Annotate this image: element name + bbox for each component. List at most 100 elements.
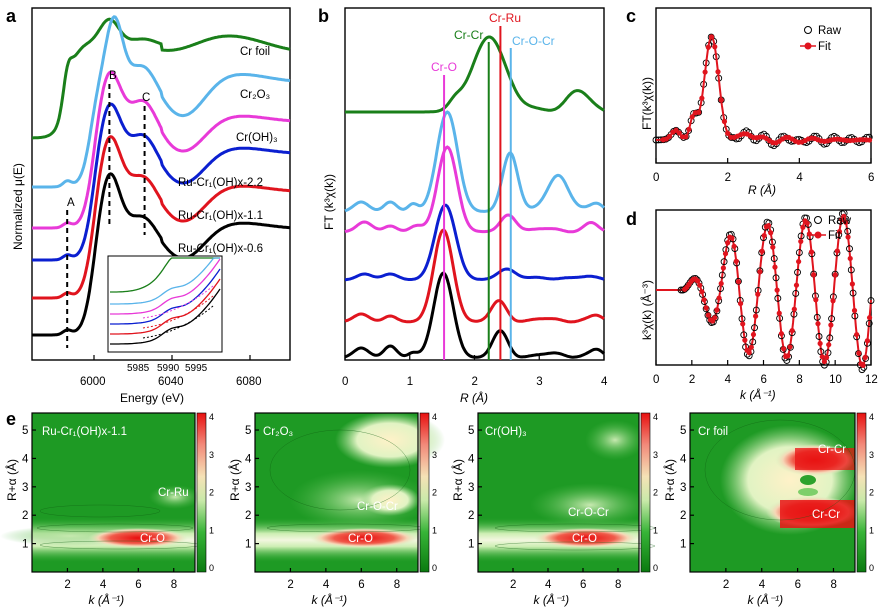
map-contour [36,523,194,533]
fit-point-d [694,278,701,284]
raw-point-d [846,245,853,253]
map-spot [798,488,818,496]
tick-label-d: 4 [725,374,732,386]
fit-point-d [742,337,748,343]
series-label-cr2o3: Cr₂O₃ [240,89,271,101]
inset-series-line-croh3 [110,258,221,315]
inset-series-line-ru22 [110,268,221,325]
inset-series-line-cr2o3 [110,257,220,305]
fit-point-d [733,258,739,264]
fit-point-d [849,281,855,287]
map-y-tick-label: 1 [468,539,474,551]
fit-point-d [787,344,793,350]
fit-point-d [705,312,711,318]
map-x-tick-label: 4 [323,579,330,591]
map-contour [269,429,411,511]
fit-point-d [815,321,821,327]
raw-point-d [813,313,821,321]
tick-label-a-6080: 6080 [236,376,262,388]
fit-point-d [785,353,791,359]
inset-series-line-ru11 [110,278,221,335]
map-x-tick-label: 8 [171,579,177,591]
colorbar-tick-label: 3 [432,450,437,460]
fit-point-d [737,300,744,307]
raw-point-d [749,338,757,346]
colorbar [419,412,430,573]
fit-point-c [689,114,695,120]
fit-point-d [854,331,860,338]
wavelet-map-ru-cr-oh-1-1: Ru-Cr₁(OH)x-1.1 Cr-Ru Cr-O [0,413,201,572]
map-x-tick-label: 6 [358,579,364,591]
panel-a-xanes: a A B C Cr foil Cr₂O₃ Cr(OH)₃ Ru-Cr₁(OH)… [6,6,291,405]
map-secondary-spot [149,485,201,509]
fit-point-d [847,255,853,262]
fit-point-d [819,354,825,360]
raw-point-d [794,268,801,276]
fit-point-d [843,219,849,225]
ft-series-line-ru22 [344,203,605,282]
raw-point-d [849,289,857,297]
legend-raw-marker-d [814,216,822,224]
colorbar-tick-label: 3 [209,450,214,460]
xanes-series-line-croh3 [32,70,291,230]
raw-point-d [720,258,728,266]
fit-point-d [798,238,804,245]
panel-b-ylabel: FT (k³χ(k)) [322,174,336,230]
panel-a-curves [32,15,291,337]
colorbar-tick-label: 0 [209,563,214,573]
fit-point-c [715,69,721,75]
map-title: Cr₂O₃ [263,426,294,438]
fit-point-c [676,130,682,136]
fit-point-c [718,97,724,103]
fit-point-d [774,287,780,293]
fit-point-c [699,95,705,101]
map-y-tick-label: 4 [680,453,687,465]
map-contour [494,523,656,533]
map-x-tick-label: 6 [795,579,801,591]
fit-point-d [753,313,759,319]
map-x-tick-label: 8 [394,579,400,591]
colorbar-tick-label: 1 [653,525,658,535]
map-annotation-cr-cr-low: Cr-Cr [812,509,840,521]
map-frame [477,412,640,573]
fit-point-d [772,264,778,270]
map-frame [254,412,419,573]
map-xlabel: k (Å⁻¹) [748,592,784,607]
tick-label-a-6000: 6000 [80,376,106,388]
map-y-tick-label: 1 [245,539,251,551]
panel-c-label: c [626,6,636,26]
fit-point-d [806,231,812,237]
colorbar-tick-label: 4 [209,412,214,422]
fit-point-d [755,291,761,297]
colorbar-tick-label: 4 [432,412,437,422]
panel-a-inset-curves [110,257,221,345]
fit-point-c [866,137,873,143]
tick-label-d: 6 [761,374,767,386]
map-x-tick-label: 2 [64,579,70,591]
bond-label-cr-o: Cr-O [431,60,457,74]
fit-point-d [729,235,735,241]
map-y-tick-label: 5 [468,425,474,437]
fit-point-c [686,126,692,132]
bond-label-cr-ru: Cr-Ru [489,11,521,25]
inset-tick-label-5995: 5995 [185,363,208,374]
raw-point-d [795,249,803,257]
fit-point-d [761,232,767,239]
colorbar-tick-label: 0 [432,563,437,573]
wavelet-map-cr2o3: Cr₂O₃ Cr-O-Cr Cr-O [255,412,445,572]
colorbar [856,412,867,573]
map-y-tick-label: 1 [22,539,28,551]
map-contour [39,504,161,518]
map-annotation-cr-o-cr: Cr-O-Cr [357,501,398,513]
fit-point-d [832,272,838,278]
legend-fit-marker-d [814,231,822,239]
fit-point-d [804,220,810,226]
map-x-tick-label: 2 [287,579,293,591]
map-annotation-cr-o: Cr-O [348,533,373,545]
raw-point-d [865,319,873,327]
colorbar [640,412,651,573]
map-annotation-cr-cr-high: Cr-Cr [818,444,846,456]
xanes-series-line-cr_foil [32,17,291,140]
map-y-tick-label: 2 [468,510,474,522]
